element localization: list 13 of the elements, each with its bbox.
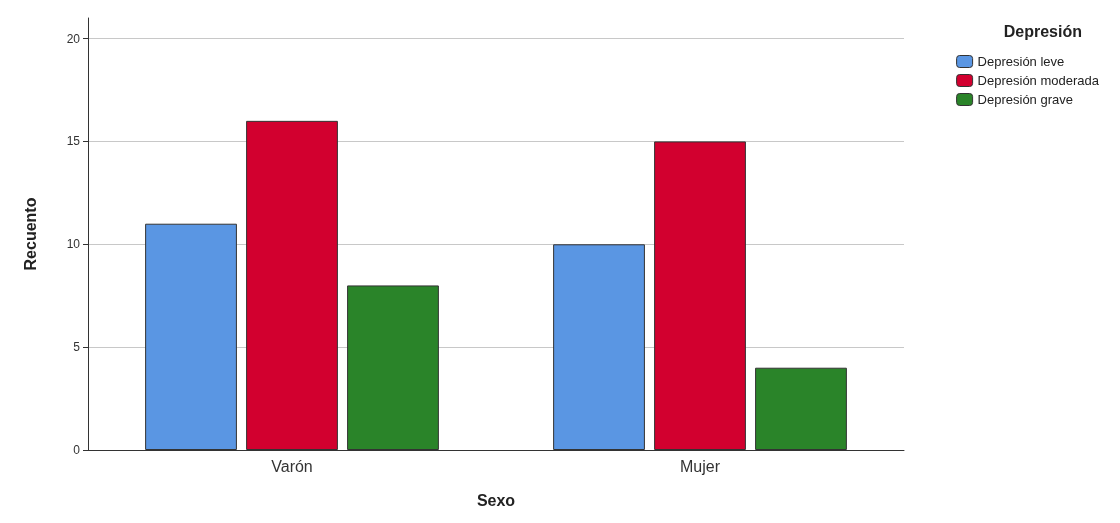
legend-label: Depresión leve: [977, 54, 1065, 69]
y-tick-label: 20: [66, 31, 81, 46]
x-tick-label: Varón: [271, 457, 313, 475]
legend-label: Depresión grave: [977, 92, 1073, 107]
y-tick-label: 10: [66, 237, 81, 252]
legend-label: Depresión moderada: [977, 73, 1100, 88]
y-tick-label: 15: [66, 134, 81, 149]
legend-title: Depresión: [1003, 22, 1083, 40]
x-axis-title: Sexo: [476, 491, 516, 509]
y-tick-label: 0: [73, 443, 81, 457]
y-tick-label: 5: [73, 340, 81, 355]
x-tick-label: Mujer: [679, 457, 721, 475]
y-axis-title: Recuento: [21, 197, 39, 271]
